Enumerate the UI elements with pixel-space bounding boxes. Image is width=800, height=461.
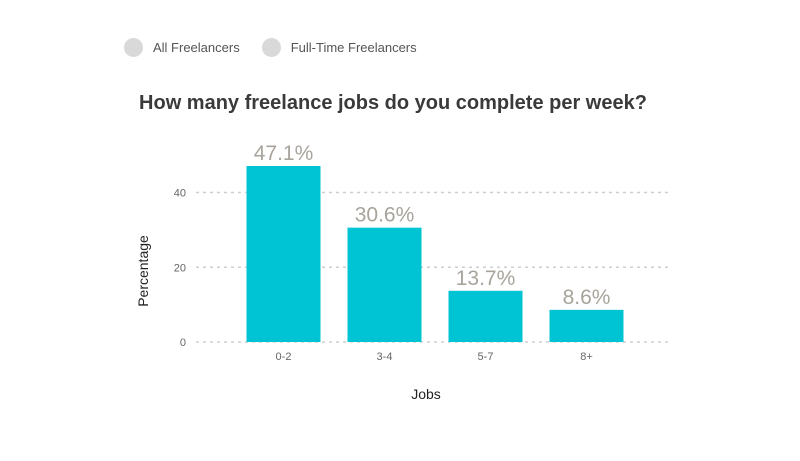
x-tick-label: 5-7 [478,351,494,363]
x-axis-label: Jobs [411,386,441,402]
x-tick-label: 8+ [580,351,593,363]
data-label: 30.6% [355,204,415,227]
legend-marker-all-freelancers [124,38,143,57]
chart-title: How many freelance jobs do you complete … [139,92,647,114]
y-tick-label: 40 [174,188,186,200]
legend-marker-full-time-freelancers [261,38,281,57]
legend-item-all-freelancers[interactable]: All Freelancers [124,38,240,57]
legend-label-all-freelancers: All Freelancers [153,40,240,55]
bar-8+[interactable] [549,309,624,342]
y-tick-label: 20 [174,262,186,274]
legend-label-full-time-freelancers: Full-Time Freelancers [290,40,417,55]
legend: All Freelancers Full-Time Freelancers [124,38,439,57]
bars [246,166,624,342]
bar-5-7[interactable] [448,290,523,342]
bar-3-4[interactable] [347,227,422,342]
data-label: 47.1% [254,142,314,165]
legend-item-full-time-freelancers[interactable]: Full-Time Freelancers [261,38,417,57]
bar-0-2[interactable] [246,166,321,342]
data-label: 13.7% [456,267,516,290]
y-tick-label: 0 [180,337,186,349]
x-tick-label: 3-4 [377,351,393,363]
data-labels: 47.1% 30.6% 13.7% 8.6% [254,142,611,309]
data-label: 8.6% [563,286,611,309]
y-axis-label: Percentage [135,235,151,307]
x-axis-ticks: 0-2 3-4 5-7 8+ [276,351,593,363]
x-tick-label: 0-2 [276,351,292,363]
y-axis-ticks: 0 20 40 [174,188,186,349]
